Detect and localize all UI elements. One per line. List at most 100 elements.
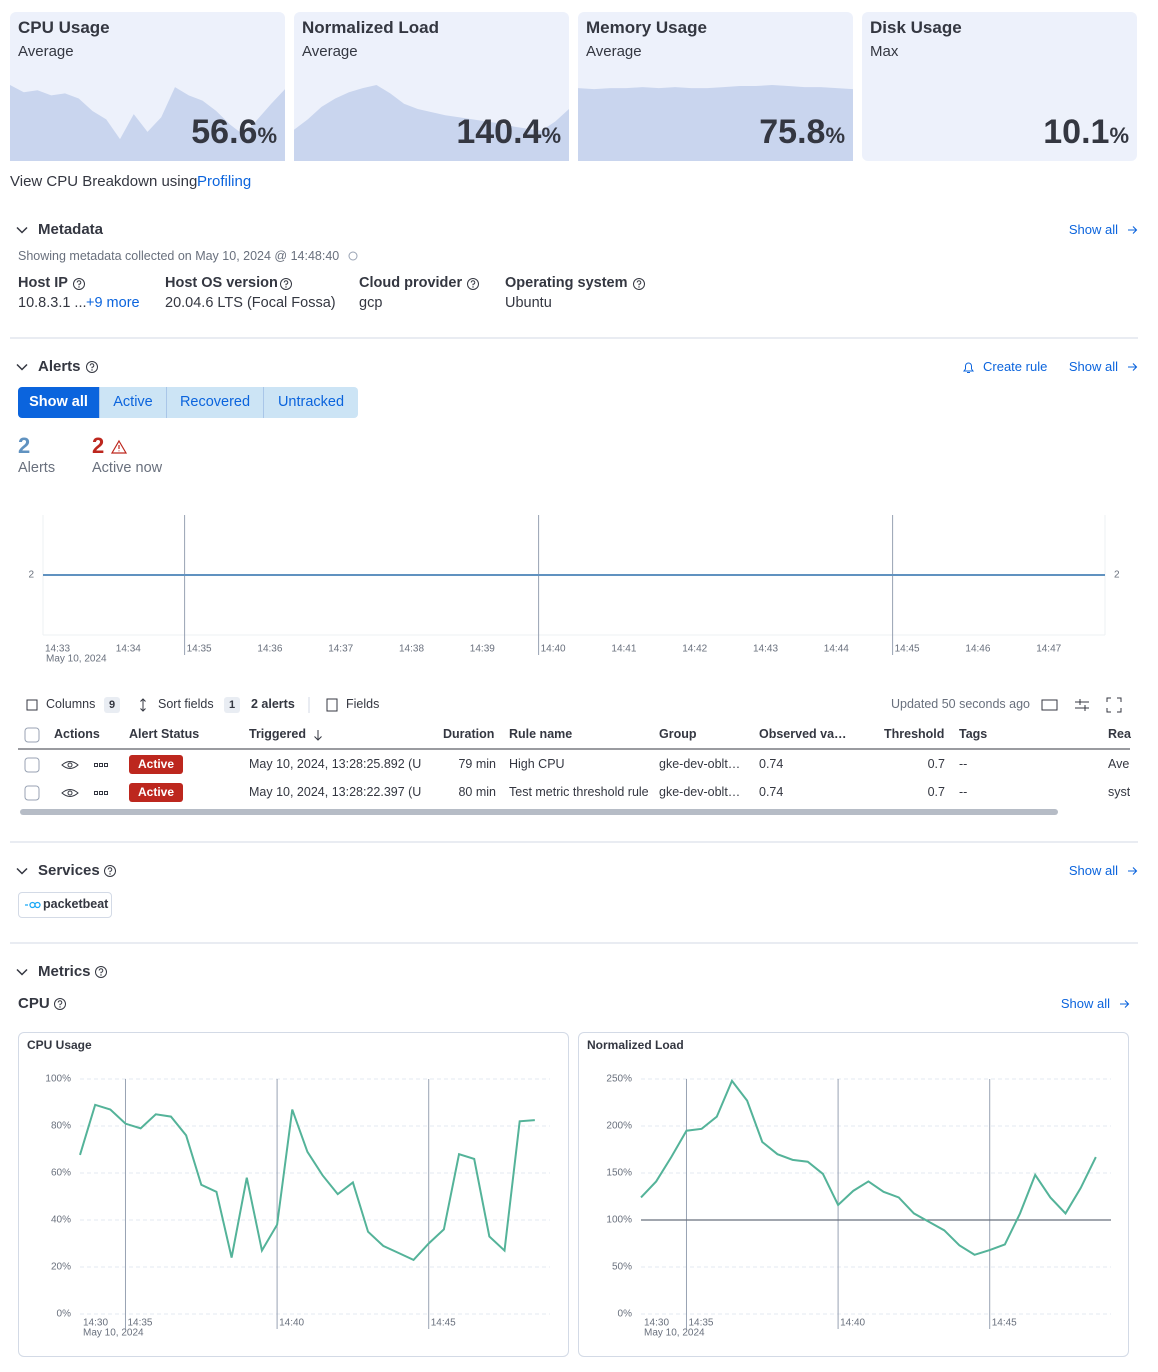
collapse-chevron bbox=[17, 228, 27, 233]
help-icon bbox=[471, 281, 475, 286]
x-tick-label: 14:45 bbox=[895, 644, 920, 655]
table-cell: May 10, 2024, 13:28:22.397 (U bbox=[249, 785, 437, 800]
column-header: Actions bbox=[54, 727, 100, 742]
y-tick-label: 0% bbox=[618, 1309, 633, 1320]
warning-icon bbox=[112, 441, 126, 453]
x-tick-label: 14:46 bbox=[965, 644, 990, 655]
status-badge: Active bbox=[129, 783, 183, 802]
filter-tab[interactable]: Show all bbox=[18, 387, 99, 418]
row-checkbox[interactable] bbox=[25, 786, 39, 800]
view-icon bbox=[68, 791, 72, 795]
status-badge: Active bbox=[129, 755, 183, 774]
column-header: Observed va… bbox=[759, 727, 847, 742]
field-label: Host OS version bbox=[165, 275, 278, 292]
x-date-label: May 10, 2024 bbox=[83, 1328, 144, 1339]
service-icon bbox=[25, 903, 40, 908]
table-cell: -- bbox=[959, 785, 967, 800]
filter-tab[interactable]: Recovered bbox=[166, 387, 263, 418]
column-header: Alert Status bbox=[129, 727, 199, 742]
table-cell: Ave bbox=[1108, 757, 1130, 772]
stat-number: 140.4 bbox=[456, 113, 541, 151]
profiling-link[interactable]: Profiling bbox=[197, 173, 251, 191]
table-cell: gke-dev-oblt… bbox=[659, 757, 755, 772]
more-actions-icon bbox=[105, 792, 108, 795]
x-tick-label: 14:38 bbox=[399, 644, 424, 655]
y-tick-label: 100% bbox=[45, 1074, 71, 1085]
show-all-link[interactable]: Show all bbox=[1069, 863, 1118, 879]
toolbar-button[interactable]: Columns bbox=[46, 697, 95, 712]
card-subtitle: Average bbox=[18, 43, 74, 61]
y-tick-label: 100% bbox=[606, 1215, 632, 1226]
card-subtitle: Average bbox=[586, 43, 642, 61]
sort-arrow bbox=[315, 730, 322, 740]
show-all-link[interactable]: Show all bbox=[1061, 996, 1110, 1012]
stat-value: 10.1% bbox=[1043, 112, 1129, 153]
data-line bbox=[641, 1081, 1096, 1255]
stat-unit: % bbox=[257, 123, 277, 148]
profiling-text: View CPU Breakdown using bbox=[10, 173, 197, 191]
help-icon bbox=[108, 868, 112, 873]
row-checkbox[interactable] bbox=[25, 728, 39, 742]
stat-label: Alerts bbox=[18, 460, 55, 477]
help-icon bbox=[100, 974, 101, 975]
filter-tab[interactable]: Active bbox=[99, 387, 166, 418]
table-cell: Test metric threshold rule bbox=[509, 785, 655, 800]
stat-unit: % bbox=[1109, 123, 1129, 148]
field-label: Host IP bbox=[18, 275, 68, 292]
field-value: gcp bbox=[359, 295, 382, 312]
column-header: Rea bbox=[1108, 727, 1131, 742]
show-all-link[interactable]: Show all bbox=[1069, 222, 1118, 238]
x-tick-label: 14:43 bbox=[753, 644, 778, 655]
toolbar-button[interactable]: Fields bbox=[346, 697, 379, 712]
row-checkbox[interactable] bbox=[25, 758, 39, 772]
help-icon bbox=[284, 281, 288, 286]
show-all-link[interactable]: Show all bbox=[1069, 359, 1118, 375]
field-value: 20.04.6 LTS (Focal Fossa) bbox=[165, 295, 336, 312]
collapse-chevron bbox=[17, 365, 27, 370]
keyboard-icon[interactable] bbox=[1042, 700, 1057, 710]
stat-number: 10.1 bbox=[1043, 113, 1109, 151]
help-icon bbox=[637, 281, 641, 286]
filter-tab[interactable]: Untracked bbox=[263, 387, 358, 418]
collapse-chevron bbox=[17, 970, 27, 975]
x-tick-label: 14:35 bbox=[187, 644, 212, 655]
view-icon bbox=[68, 763, 72, 767]
data-line bbox=[80, 1105, 535, 1260]
more-actions-icon bbox=[105, 764, 108, 767]
fields-icon bbox=[327, 699, 337, 711]
card-title: Normalized Load bbox=[302, 18, 439, 38]
help-icon bbox=[78, 286, 79, 287]
section-title: Metadata bbox=[38, 221, 103, 239]
toolbar-button[interactable]: Sort fields bbox=[158, 697, 214, 712]
service-name[interactable]: packetbeat bbox=[43, 897, 108, 912]
table-cell: 0.74 bbox=[759, 757, 783, 772]
field-label: Operating system bbox=[505, 275, 628, 292]
section-title: Metrics bbox=[38, 963, 91, 981]
x-tick-label: 14:40 bbox=[541, 644, 566, 655]
stat-count: 2 bbox=[92, 433, 104, 459]
x-tick-label: 14:36 bbox=[257, 644, 282, 655]
table-cell: 0.7 bbox=[928, 757, 945, 772]
table-cell: 79 min bbox=[458, 757, 496, 772]
stat-label: Active now bbox=[92, 460, 162, 477]
y-tick-label: 2 bbox=[28, 570, 34, 581]
subsection-title: CPU bbox=[18, 995, 50, 1013]
y-tick-label: 60% bbox=[51, 1168, 71, 1179]
x-tick-label: 14:34 bbox=[116, 644, 141, 655]
create-rule-link[interactable]: Create rule bbox=[983, 359, 1047, 375]
stat-value: 56.6% bbox=[191, 112, 277, 153]
y-tick-label: 150% bbox=[606, 1168, 632, 1179]
info-icon bbox=[349, 252, 357, 260]
card-subtitle: Max bbox=[870, 43, 898, 61]
chart-title: CPU Usage bbox=[27, 1038, 92, 1052]
column-header: Threshold bbox=[884, 727, 944, 742]
y-tick-label: 20% bbox=[51, 1262, 71, 1273]
field-value: 10.8.3.1 ... bbox=[18, 295, 87, 312]
more-actions-icon bbox=[100, 764, 103, 767]
scrollbar bbox=[20, 809, 1058, 815]
help-icon bbox=[99, 969, 103, 974]
x-tick-label: 14:40 bbox=[279, 1318, 304, 1329]
more-link[interactable]: +9 more bbox=[86, 295, 140, 312]
card-title: Memory Usage bbox=[586, 18, 707, 38]
